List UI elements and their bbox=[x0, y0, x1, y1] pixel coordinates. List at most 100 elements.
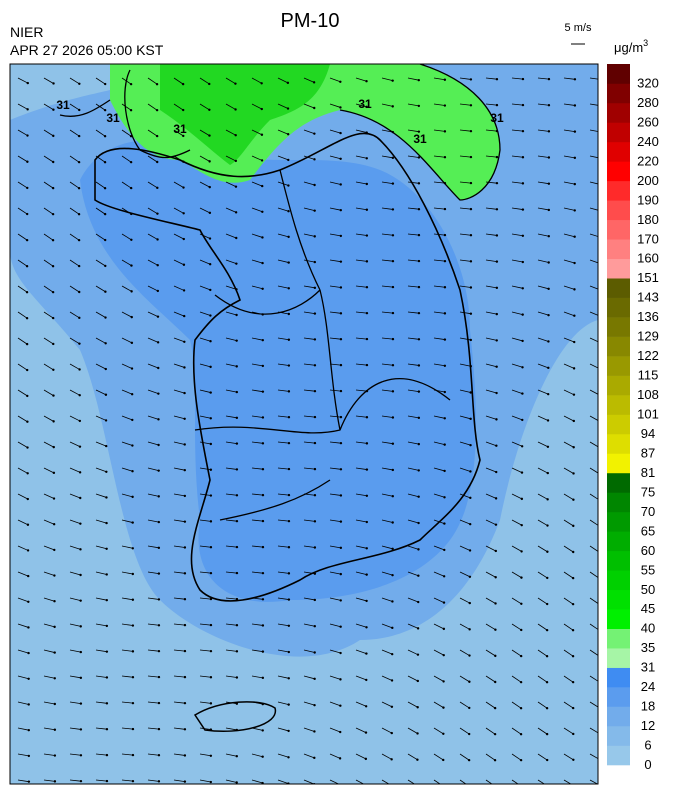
wind-arrow-head bbox=[599, 394, 601, 396]
wind-arrow bbox=[511, 467, 523, 473]
wind-arrow bbox=[43, 727, 55, 731]
wind-arrow bbox=[17, 415, 28, 423]
wind-arrow-head bbox=[26, 523, 30, 526]
wind-arrow bbox=[199, 701, 211, 704]
wind-arrow bbox=[303, 779, 315, 784]
wind-arrow bbox=[329, 727, 341, 733]
wind-arrow-head bbox=[129, 160, 133, 164]
wind-arrow-head bbox=[339, 441, 343, 445]
wind-arrow bbox=[251, 545, 263, 548]
wind-arrow-head bbox=[547, 261, 550, 264]
colorbar-segment bbox=[607, 180, 630, 201]
wind-arrow bbox=[17, 441, 28, 448]
wind-arrow-head bbox=[391, 130, 395, 134]
wind-arrow bbox=[43, 181, 54, 189]
wind-arrow-head bbox=[443, 312, 447, 315]
colorbar-label: 18 bbox=[641, 699, 655, 714]
wind-arrow bbox=[69, 259, 80, 267]
title: PM-10 bbox=[281, 10, 340, 32]
wind-arrow bbox=[173, 441, 185, 445]
wind-arrow bbox=[433, 753, 444, 761]
wind-arrow-head bbox=[260, 159, 264, 162]
wind-arrow bbox=[433, 493, 445, 498]
wind-arrow-head bbox=[417, 259, 421, 263]
wind-arrow bbox=[199, 181, 210, 188]
wind-arrow bbox=[17, 779, 29, 783]
wind-arrow bbox=[277, 259, 289, 263]
wind-arrow-head bbox=[287, 441, 291, 445]
wind-arrow bbox=[589, 181, 598, 185]
wind-arrow-head bbox=[365, 105, 368, 109]
wind-arrow bbox=[277, 779, 289, 784]
wind-arrow bbox=[277, 519, 289, 522]
wind-arrow bbox=[563, 415, 574, 422]
wind-arrow-head bbox=[339, 312, 343, 315]
wind-arrow-head bbox=[495, 208, 499, 211]
wind-arrow bbox=[459, 571, 471, 578]
wind-arrow bbox=[433, 467, 445, 472]
wind-arrow bbox=[381, 363, 393, 366]
wind-arrow bbox=[407, 129, 419, 133]
unit-exp: 3 bbox=[643, 38, 648, 48]
wind-arrow-head bbox=[442, 653, 445, 657]
wind-arrow-head bbox=[339, 389, 343, 393]
wind-arrow-head bbox=[600, 157, 602, 159]
map-area: 31 31 31 31 31 31 bbox=[10, 64, 602, 784]
wind-arrow bbox=[251, 103, 262, 110]
wind-arrow bbox=[17, 727, 29, 731]
wind-arrow bbox=[17, 285, 28, 293]
wind-arrow bbox=[121, 415, 133, 421]
wind-arrow bbox=[537, 623, 548, 631]
wind-arrow-head bbox=[313, 260, 317, 264]
wind-arrow-head bbox=[443, 364, 447, 367]
wind-arrow-head bbox=[26, 108, 29, 111]
wind-arrow bbox=[95, 285, 106, 293]
wind-arrow bbox=[277, 727, 289, 732]
contour-label: 31 bbox=[358, 97, 372, 111]
wind-arrow bbox=[355, 363, 367, 366]
wind-arrow bbox=[589, 259, 598, 264]
wind-arrow bbox=[303, 493, 315, 496]
wind-arrow bbox=[43, 493, 55, 499]
wind-arrow-head bbox=[495, 181, 499, 185]
wind-arrow-head bbox=[130, 367, 134, 370]
wind-arrow bbox=[43, 519, 55, 525]
wind-arrow-head bbox=[287, 364, 291, 367]
wind-arrow-head bbox=[469, 496, 472, 500]
wind-arrow bbox=[251, 441, 263, 444]
wind-arrow-head bbox=[469, 181, 473, 185]
wind-arrow bbox=[355, 207, 367, 211]
wind-arrow-head bbox=[313, 625, 316, 628]
wind-arrow-head bbox=[443, 522, 446, 525]
colorbar-label: 108 bbox=[637, 387, 659, 402]
wind-arrow bbox=[355, 415, 367, 418]
wind-arrow-head bbox=[365, 678, 368, 682]
wind-arrow-head bbox=[261, 781, 264, 784]
wind-arrow bbox=[43, 545, 55, 551]
wind-arrow-head bbox=[183, 701, 187, 705]
wind-arrow bbox=[225, 623, 237, 626]
wind-arrow bbox=[121, 753, 133, 756]
wind-arrow-head bbox=[521, 129, 525, 133]
wind-arrow bbox=[225, 233, 237, 239]
wind-arrow-head bbox=[442, 575, 446, 578]
wind-arrow-head bbox=[261, 261, 264, 265]
wind-arrow-head bbox=[157, 495, 160, 498]
wind-arrow-head bbox=[182, 289, 186, 292]
wind-arrow-head bbox=[391, 626, 394, 630]
wind-arrow bbox=[303, 207, 315, 212]
wind-arrow-head bbox=[572, 393, 576, 396]
wind-arrow bbox=[355, 571, 367, 576]
wind-arrow bbox=[277, 753, 289, 758]
wind-arrow bbox=[121, 363, 133, 369]
wind-arrow-head bbox=[494, 680, 497, 684]
wind-arrow-head bbox=[468, 706, 471, 710]
wind-arrow bbox=[589, 389, 598, 395]
wind-arrow-head bbox=[573, 314, 576, 317]
wind-arrow bbox=[199, 415, 211, 419]
wind-arrow-head bbox=[417, 600, 420, 604]
wind-arrow-head bbox=[52, 523, 56, 526]
wind-arrow bbox=[17, 207, 28, 215]
wind-arrow bbox=[251, 311, 263, 315]
wind-arrow-head bbox=[469, 470, 472, 473]
